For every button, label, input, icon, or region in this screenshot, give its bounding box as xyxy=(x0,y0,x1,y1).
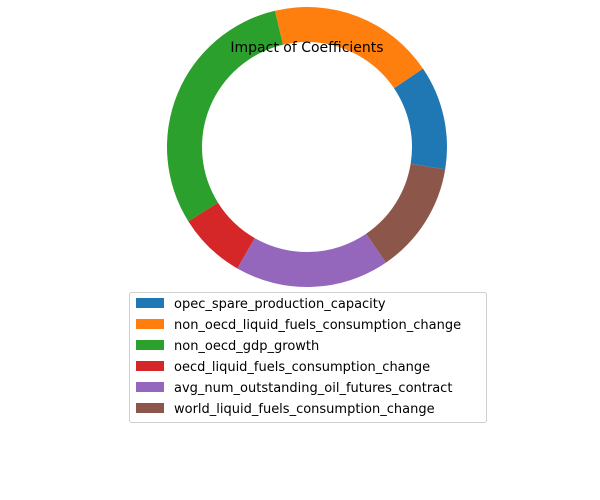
donut-slice-2 xyxy=(166,10,283,222)
legend-swatch-3 xyxy=(136,361,164,371)
legend-label-5: world_liquid_fuels_consumption_change xyxy=(174,402,435,417)
legend-label-4: avg_num_outstanding_oil_futures_contract xyxy=(174,381,452,396)
legend-label-1: non_oecd_liquid_fuels_consumption_change xyxy=(174,318,461,333)
donut-slice-4 xyxy=(237,233,386,288)
legend-swatch-1 xyxy=(136,319,164,329)
legend: opec_spare_production_capacity non_oecd_l… xyxy=(129,292,487,423)
donut-slice-5 xyxy=(366,163,446,263)
legend-label-0: opec_spare_production_capacity xyxy=(174,297,386,312)
donut-slice-0 xyxy=(394,68,448,170)
legend-frame xyxy=(129,292,487,423)
donut-slices xyxy=(166,7,448,288)
legend-label-2: non_oecd_gdp_growth xyxy=(174,339,319,354)
legend-swatch-2 xyxy=(136,340,164,350)
chart-title: Impact of Coefficients xyxy=(230,40,383,56)
legend-swatch-5 xyxy=(136,403,164,413)
legend-label-3: oecd_liquid_fuels_consumption_change xyxy=(174,360,430,375)
donut-slice-1 xyxy=(274,7,424,89)
legend-swatch-0 xyxy=(136,298,164,308)
legend-swatch-4 xyxy=(136,382,164,392)
donut-slice-3 xyxy=(188,202,255,269)
